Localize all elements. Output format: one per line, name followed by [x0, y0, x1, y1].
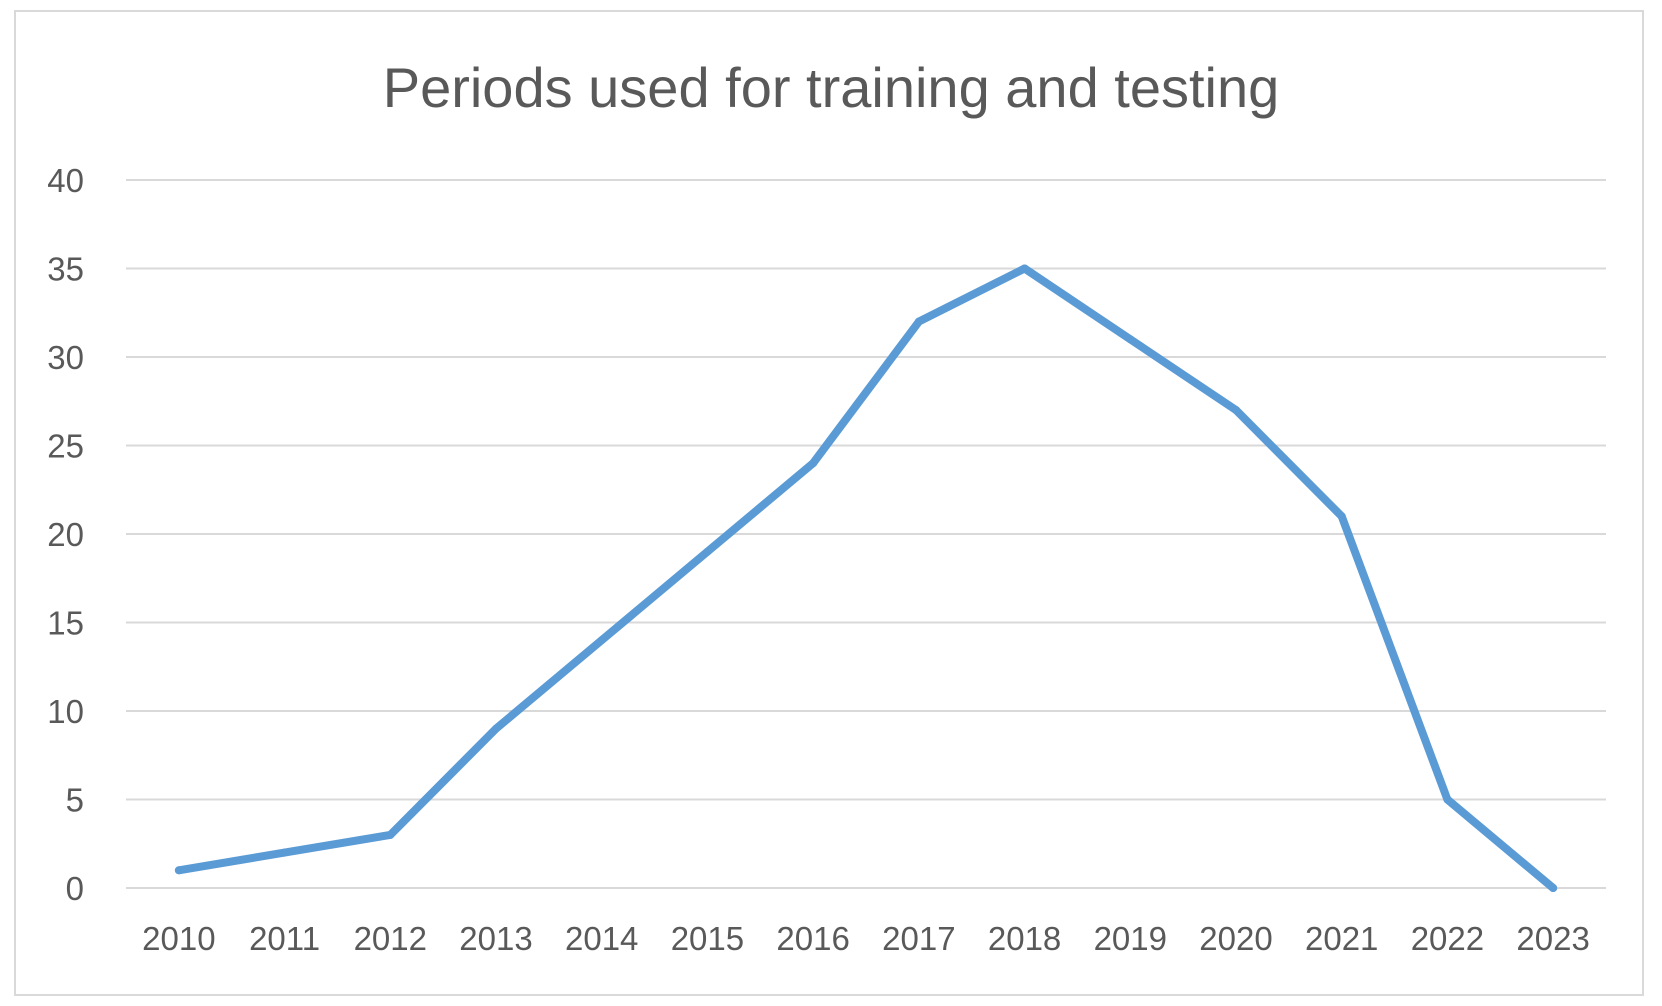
- x-tick-label: 2020: [1199, 920, 1272, 957]
- data-point: [703, 547, 712, 556]
- data-point: [1549, 884, 1558, 892]
- x-tick-label: 2012: [354, 920, 427, 957]
- data-point: [492, 724, 500, 733]
- y-tick-label: 35: [47, 251, 84, 288]
- x-tick-label: 2016: [776, 920, 849, 957]
- series-lines: [174, 264, 1558, 892]
- x-tick-label: 2019: [1094, 920, 1167, 957]
- data-point: [1020, 264, 1029, 273]
- gridlines: [126, 179, 1606, 889]
- x-tick-label: 2022: [1411, 920, 1484, 957]
- data-point: [1232, 406, 1240, 415]
- y-tick-label: 30: [47, 339, 84, 376]
- data-point: [1443, 795, 1452, 804]
- x-tick-label: 2021: [1305, 920, 1378, 957]
- y-tick-label: 40: [47, 162, 84, 199]
- x-tick-label: 2014: [565, 920, 638, 957]
- y-tick-label: 20: [47, 516, 84, 553]
- data-point: [809, 459, 818, 468]
- chart-frame: [14, 10, 1644, 996]
- y-tick-label: 15: [47, 605, 84, 642]
- x-tick-label: 2013: [459, 920, 532, 957]
- x-tick-label: 2023: [1516, 920, 1589, 957]
- x-tick-label: 2011: [249, 920, 320, 957]
- x-axis-tick-labels: 2010 2011 2012 2013 2014 2015 2016 2017 2018 2019…: [142, 920, 1590, 957]
- y-tick-label: 5: [66, 782, 84, 819]
- y-tick-label: 25: [47, 428, 84, 465]
- chart-title: Periods used for training and testing: [383, 56, 1280, 119]
- data-point: [1337, 512, 1346, 521]
- data-point: [597, 636, 606, 645]
- x-tick-label: 2018: [988, 920, 1061, 957]
- x-tick-label: 2015: [671, 920, 744, 957]
- series-line: [174, 264, 1558, 892]
- x-tick-label: 2017: [882, 920, 955, 957]
- y-tick-label: 0: [66, 870, 84, 907]
- y-axis-tick-labels: 0 5 10 15 20 25 30 35 40: [47, 162, 84, 907]
- data-point: [914, 317, 923, 326]
- data-point: [1126, 335, 1135, 344]
- y-tick-label: 10: [47, 693, 84, 730]
- data-point: [386, 830, 395, 839]
- data-point: [174, 866, 183, 875]
- data-point: [280, 848, 289, 857]
- x-tick-label: 2010: [142, 920, 215, 957]
